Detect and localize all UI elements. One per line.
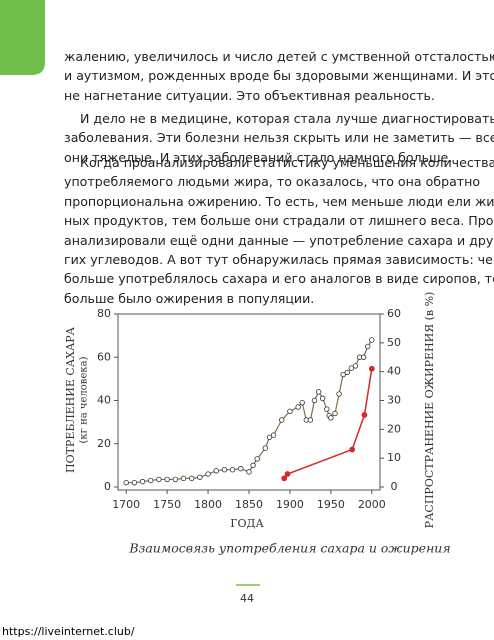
y2-axis-label: РАСПРОСТРАНЕНИЕ ОЖИРЕНИЯ (в %) xyxy=(423,292,436,529)
point xyxy=(299,399,305,406)
point xyxy=(340,371,346,378)
point xyxy=(315,389,322,395)
point xyxy=(197,474,203,480)
point xyxy=(332,410,338,417)
text-line: употребляемого людьми жира, то оказалось… xyxy=(64,174,481,190)
y-tick-label: 80 xyxy=(97,307,111,320)
point xyxy=(229,467,236,473)
x-tick-label: 1700 xyxy=(112,498,140,511)
y2-tick-label: 60 xyxy=(387,307,401,320)
y2-tick-label: 40 xyxy=(387,365,401,378)
point xyxy=(311,397,318,404)
point xyxy=(205,471,211,477)
y2-tick-label: 20 xyxy=(387,422,401,435)
point xyxy=(319,395,326,402)
x-axis-label: ГОДА xyxy=(230,517,264,530)
point xyxy=(344,369,350,376)
point xyxy=(246,469,252,475)
text-line: жалению, увеличилось и число детей с умс… xyxy=(64,49,494,64)
x-tick-label: 1750 xyxy=(153,498,181,511)
point xyxy=(352,363,359,369)
caption: Взаимосвязь употребления сахара и ожирен… xyxy=(128,541,450,556)
point xyxy=(213,468,219,474)
x-tick-label: 1800 xyxy=(194,498,222,511)
text-line: и аутизмом, рожденных вроде бы здоровыми… xyxy=(64,68,494,84)
point xyxy=(270,432,277,438)
point xyxy=(221,467,228,473)
series-line xyxy=(283,368,373,479)
page-number: 44 xyxy=(240,592,254,605)
point xyxy=(336,391,342,397)
point xyxy=(365,343,371,350)
y-tick-label: 0 xyxy=(104,480,111,493)
point xyxy=(123,479,129,486)
text-line: не нагнетание ситуации. Это объективная … xyxy=(64,87,435,103)
point xyxy=(131,479,138,486)
point xyxy=(254,456,260,462)
point xyxy=(361,412,368,418)
text-line: гих углеводов. А вот тут обнаружилась пр… xyxy=(64,252,494,267)
point xyxy=(287,408,293,415)
y-tick-label: 20 xyxy=(97,437,111,450)
y-axis-unit: (кг на человека) xyxy=(79,356,90,443)
text-line: анализировали ещё одни данные — употребл… xyxy=(64,232,494,248)
point xyxy=(369,337,375,343)
point xyxy=(180,475,187,482)
point xyxy=(307,417,314,423)
text-line: ных продуктов, тем больше они страдали о… xyxy=(64,213,494,229)
point xyxy=(238,465,244,472)
point xyxy=(262,445,269,451)
text-line: больше было ожирения в популяции. xyxy=(64,290,315,306)
y-tick-label: 40 xyxy=(97,394,111,407)
text-line: И дело не в медицине, которая стала лучш… xyxy=(80,111,494,126)
point xyxy=(295,404,301,410)
text-line: Когда проанализировали статистику уменьш… xyxy=(80,155,494,170)
y2-tick-label: 0 xyxy=(391,480,398,493)
point xyxy=(284,471,291,477)
y2-tick-label: 10 xyxy=(387,451,401,464)
source-url: https://liveinternet.club/ xyxy=(2,625,135,638)
point xyxy=(281,475,288,482)
text-line: больше употреблялось сахара и его аналог… xyxy=(64,271,494,287)
point xyxy=(348,365,355,371)
x-tick-label: 1850 xyxy=(235,498,263,511)
point xyxy=(172,476,179,483)
point xyxy=(368,365,375,372)
y-axis-label: ПОТРЕБЛЕНИЕ САХАРА xyxy=(64,326,77,473)
point xyxy=(360,354,367,360)
text-line: заболевания. Эти болезни нельзя скрыть и… xyxy=(64,130,494,146)
plot-frame xyxy=(117,313,381,491)
point xyxy=(188,475,195,482)
point xyxy=(156,476,162,483)
point xyxy=(328,415,334,421)
text-line: пропорциональна ожирению. То есть, чем м… xyxy=(64,193,494,209)
text-line: они тяжелые. И этих заболеваний стало на… xyxy=(64,149,453,165)
point xyxy=(349,446,356,453)
x-tick-label: 1900 xyxy=(276,498,304,511)
x-tick-label: 2000 xyxy=(358,498,386,511)
x-tick-label: 1950 xyxy=(317,498,345,511)
green-tab xyxy=(0,0,45,75)
point xyxy=(164,476,170,483)
y2-tick-label: 30 xyxy=(387,394,401,407)
point xyxy=(250,462,256,469)
y-tick-label: 60 xyxy=(97,350,111,363)
point xyxy=(139,478,146,485)
point xyxy=(148,477,154,484)
point xyxy=(266,434,273,440)
y2-tick-label: 50 xyxy=(387,336,401,349)
point xyxy=(324,406,330,412)
point xyxy=(279,417,285,423)
